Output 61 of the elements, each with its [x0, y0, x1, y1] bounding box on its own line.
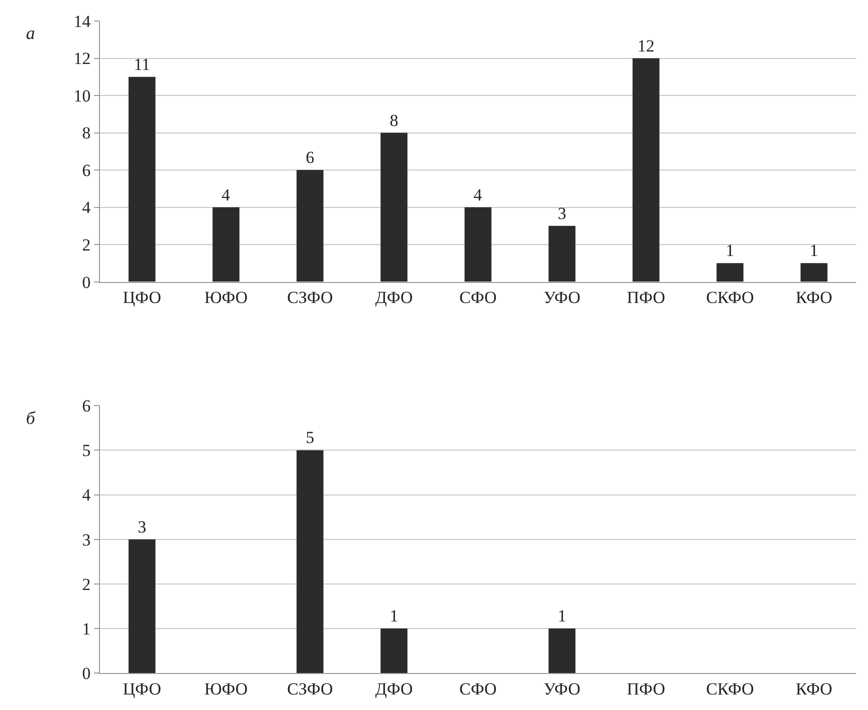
- y-tick-label: 6: [82, 160, 91, 180]
- bar: [380, 132, 408, 282]
- y-tick-label: 4: [82, 198, 92, 218]
- x-tick-label: ПФО: [626, 288, 666, 308]
- data-label: 1: [810, 241, 818, 260]
- bar: [548, 628, 576, 673]
- data-label: 1: [558, 606, 566, 626]
- y-tick-label: 3: [82, 530, 91, 550]
- y-tick-label: 6: [82, 396, 91, 416]
- y-tick-label: 10: [74, 86, 91, 106]
- data-label: 8: [390, 110, 398, 130]
- data-label: 6: [306, 148, 314, 168]
- x-tick-label: ПФО: [626, 679, 666, 698]
- bar: [212, 207, 240, 282]
- bar: [632, 58, 660, 282]
- y-tick-label: 2: [82, 235, 91, 254]
- bar: [464, 207, 492, 282]
- data-label: 1: [726, 241, 734, 260]
- bar: [128, 539, 156, 673]
- data-label: 11: [134, 54, 150, 74]
- y-tick-label: 8: [82, 124, 91, 143]
- x-tick-label: СКФО: [706, 679, 754, 698]
- y-tick-label: 2: [82, 574, 91, 594]
- bar: [548, 226, 576, 282]
- bar: [296, 450, 324, 673]
- bar: [380, 628, 408, 673]
- y-tick-label: 4: [82, 486, 92, 505]
- x-tick-label: КФО: [796, 288, 832, 308]
- x-tick-label: УФО: [544, 679, 580, 698]
- data-label: 5: [306, 428, 314, 448]
- x-tick-label: СФО: [459, 679, 497, 698]
- data-label: 12: [638, 36, 654, 56]
- y-tick-label: 0: [82, 272, 91, 292]
- data-label: 1: [390, 606, 398, 626]
- bar: [716, 263, 744, 282]
- x-tick-label: СЗФО: [287, 288, 333, 308]
- y-tick-label: 0: [82, 664, 91, 683]
- bar: [296, 170, 324, 282]
- x-tick-label: КФО: [796, 679, 832, 698]
- chart-title: а: [26, 23, 35, 43]
- data-label: 3: [558, 204, 566, 223]
- x-tick-label: УФО: [544, 288, 580, 308]
- data-label: 4: [474, 185, 482, 204]
- y-tick-label: 1: [82, 619, 91, 638]
- x-tick-label: ЮФО: [204, 679, 248, 698]
- x-tick-label: ЮФО: [204, 288, 248, 308]
- bar: [800, 263, 828, 282]
- bar: [128, 76, 156, 282]
- y-tick-label: 5: [82, 441, 91, 460]
- y-tick-label: 12: [74, 49, 91, 68]
- x-tick-label: ДФО: [375, 288, 413, 308]
- x-tick-label: СКФО: [706, 288, 754, 308]
- chart-title: б: [26, 408, 36, 428]
- x-tick-label: СЗФО: [287, 679, 333, 698]
- x-tick-label: СФО: [459, 288, 497, 308]
- data-label: 4: [222, 185, 230, 204]
- x-tick-label: ЦФО: [122, 288, 162, 308]
- y-tick-label: 14: [74, 12, 92, 31]
- x-tick-label: ЦФО: [122, 679, 162, 698]
- data-label: 3: [138, 517, 146, 536]
- x-tick-label: ДФО: [375, 679, 413, 698]
